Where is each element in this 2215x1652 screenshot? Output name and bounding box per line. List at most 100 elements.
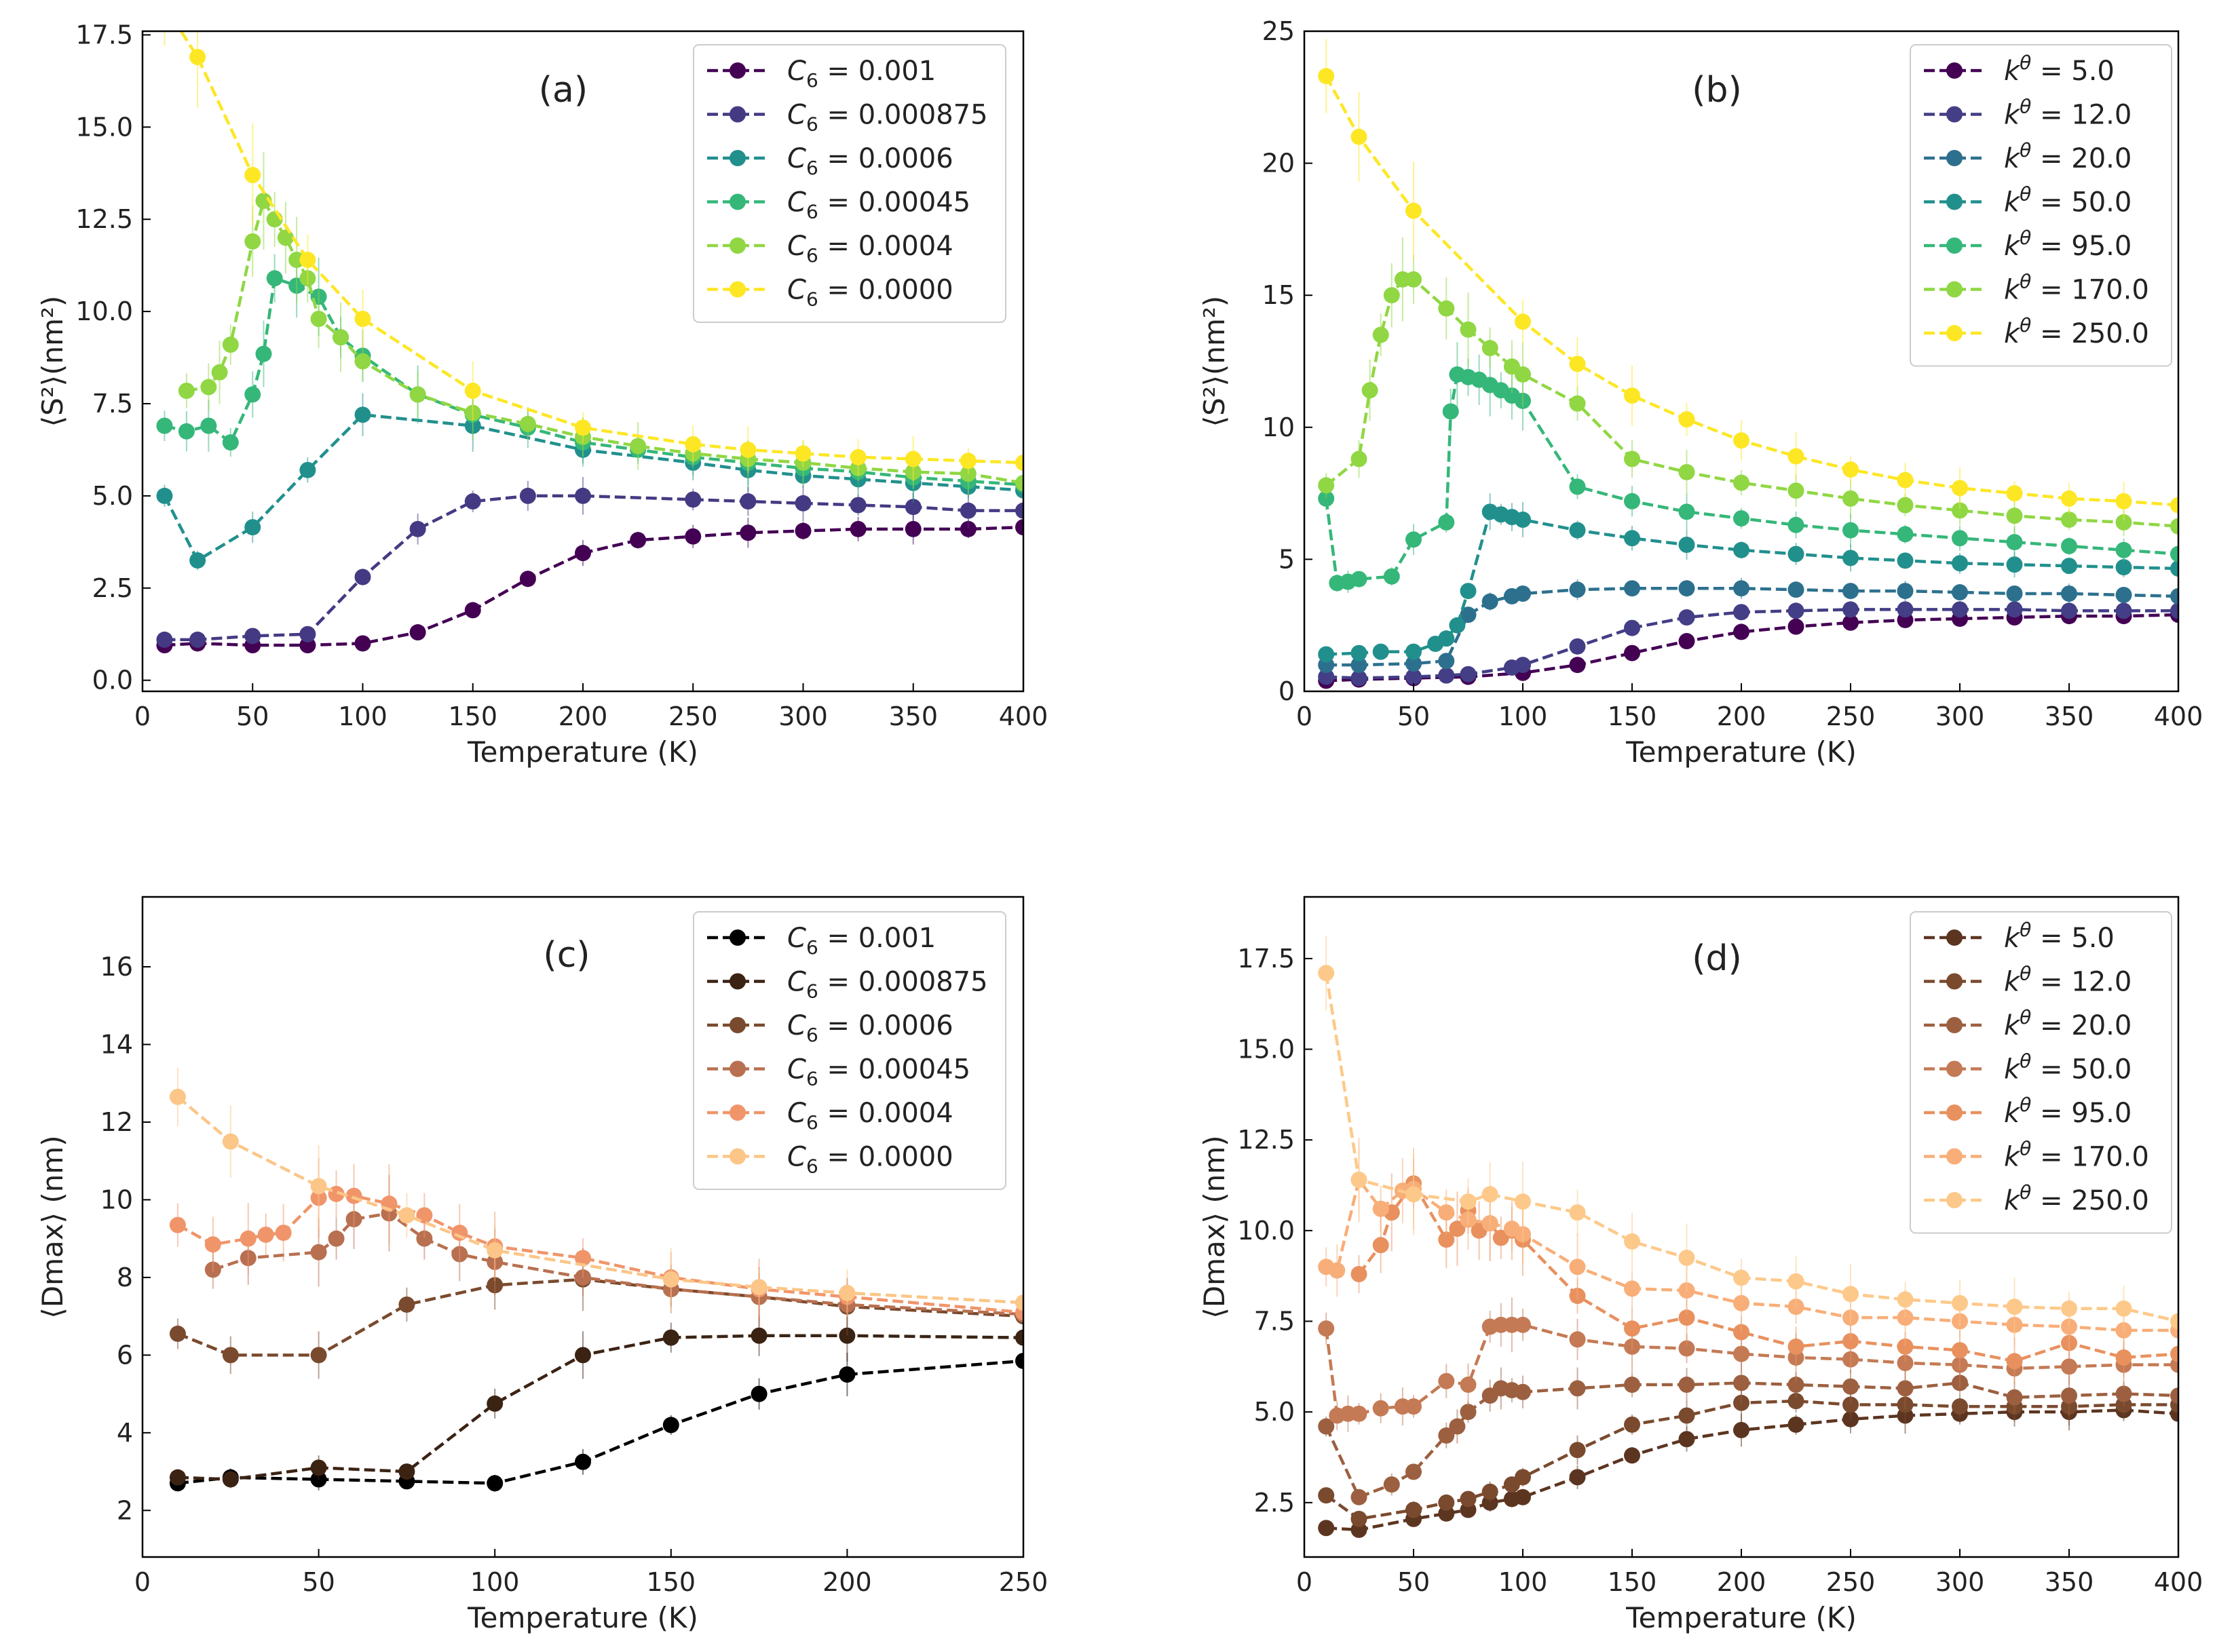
- data-point: [354, 569, 371, 585]
- data-point: [1733, 623, 1749, 640]
- data-point: [310, 1178, 327, 1195]
- data-point: [354, 353, 371, 370]
- data-point: [1449, 1221, 1466, 1237]
- legend-marker: [730, 1060, 746, 1077]
- y-tick-label: 12: [100, 1107, 133, 1137]
- x-tick-label: 400: [999, 702, 1048, 731]
- data-point: [2115, 559, 2132, 576]
- data-point: [451, 1225, 468, 1242]
- series-0: [1318, 1393, 2178, 1538]
- legend-entry: kθ = 250.0: [1924, 1181, 2149, 1216]
- data-point: [255, 193, 272, 210]
- data-point: [1481, 1186, 1498, 1203]
- series-line: [163, 412, 1023, 563]
- data-point: [211, 364, 228, 381]
- data-point: [1787, 1338, 1804, 1355]
- data-point: [1678, 609, 1695, 626]
- data-point: [2006, 1299, 2023, 1315]
- legend-marker: [1946, 1060, 1963, 1077]
- data-point: [169, 1469, 186, 1486]
- data-point: [1569, 522, 1586, 539]
- data-point: [1318, 1418, 1335, 1435]
- data-point: [2115, 541, 2132, 558]
- data-point: [1318, 490, 1335, 507]
- series-6: [1318, 936, 2178, 1349]
- data-point: [1897, 1309, 1914, 1326]
- data-point: [2006, 485, 2023, 502]
- x-tick-label: 250: [668, 702, 718, 731]
- data-point: [1733, 1345, 1749, 1362]
- data-point: [1733, 432, 1749, 449]
- x-tick-label: 250: [1826, 1567, 1876, 1597]
- series-1: [156, 477, 1023, 648]
- data-point: [1405, 1186, 1422, 1203]
- data-point: [1787, 1416, 1804, 1433]
- data-point: [2061, 1300, 2077, 1317]
- data-point: [1372, 1200, 1389, 1217]
- series-line: [1326, 613, 2178, 683]
- series-line: [177, 1334, 1023, 1481]
- data-point: [1372, 1237, 1389, 1254]
- data-point: [905, 450, 922, 467]
- plot-area: [169, 1067, 1023, 1492]
- data-point: [1952, 584, 1968, 601]
- x-tick-label: 250: [999, 1567, 1048, 1597]
- data-point: [1952, 1398, 1968, 1415]
- x-tick-label: 150: [1608, 702, 1657, 731]
- x-tick-label: 0: [134, 1567, 151, 1597]
- data-point: [1678, 411, 1695, 428]
- data-point: [1897, 472, 1914, 488]
- x-tick-label: 50: [1397, 1567, 1430, 1597]
- y-tick-label: 2.5: [92, 573, 133, 603]
- data-point: [2115, 1300, 2132, 1317]
- x-tick-label: 100: [338, 702, 387, 731]
- data-point: [299, 626, 316, 642]
- series-line: [164, 525, 1023, 647]
- data-point: [244, 386, 261, 403]
- data-point: [2061, 490, 2077, 507]
- data-point: [1515, 1316, 1531, 1333]
- data-point: [905, 520, 922, 537]
- legend-entry: C6 = 0.0006: [707, 143, 953, 179]
- data-point: [2006, 585, 2023, 602]
- legend-marker: [730, 1148, 746, 1165]
- data-point: [1787, 545, 1804, 562]
- data-point: [1405, 643, 1422, 660]
- data-point: [277, 229, 294, 246]
- data-point: [1460, 1193, 1477, 1210]
- legend-entry: kθ = 12.0: [1924, 96, 2132, 131]
- legend-label: kθ = 20.0: [2004, 139, 2132, 174]
- x-tick-label: 250: [1826, 702, 1876, 731]
- data-point: [244, 233, 261, 250]
- data-point: [178, 423, 195, 440]
- data-point: [1515, 366, 1531, 383]
- y-tick-label: 7.5: [1254, 1307, 1295, 1337]
- data-point: [1787, 602, 1804, 619]
- data-point: [310, 1459, 327, 1476]
- x-axis-label: Temperature (K): [467, 1601, 698, 1634]
- data-point: [189, 49, 206, 66]
- series-1: [1318, 601, 2178, 687]
- data-point: [1405, 1398, 1422, 1415]
- y-tick-label: 8: [117, 1263, 133, 1292]
- data-point: [630, 438, 647, 455]
- legend-label: C6 = 0.0000: [787, 1142, 953, 1178]
- data-point: [354, 406, 371, 423]
- data-point: [2006, 601, 2023, 618]
- data-point: [1787, 516, 1804, 533]
- data-point: [1624, 1320, 1640, 1337]
- data-point: [1460, 1491, 1477, 1507]
- panel-b: 0 50 100 150 200 250 300 350 400 0 5 10 15 20 25 Temper…: [1198, 16, 2203, 769]
- legend-box: [1910, 911, 2172, 1234]
- legend-marker: [1946, 106, 1963, 123]
- legend-label: kθ = 12.0: [2004, 963, 2132, 998]
- data-point: [310, 310, 327, 327]
- data-point: [1624, 387, 1640, 404]
- data-point: [1460, 607, 1477, 623]
- data-point: [685, 436, 702, 453]
- axes-frame: [141, 896, 1025, 1558]
- data-point: [960, 453, 977, 469]
- data-point: [1733, 1269, 1749, 1286]
- data-point: [740, 493, 757, 510]
- data-point: [487, 1395, 504, 1412]
